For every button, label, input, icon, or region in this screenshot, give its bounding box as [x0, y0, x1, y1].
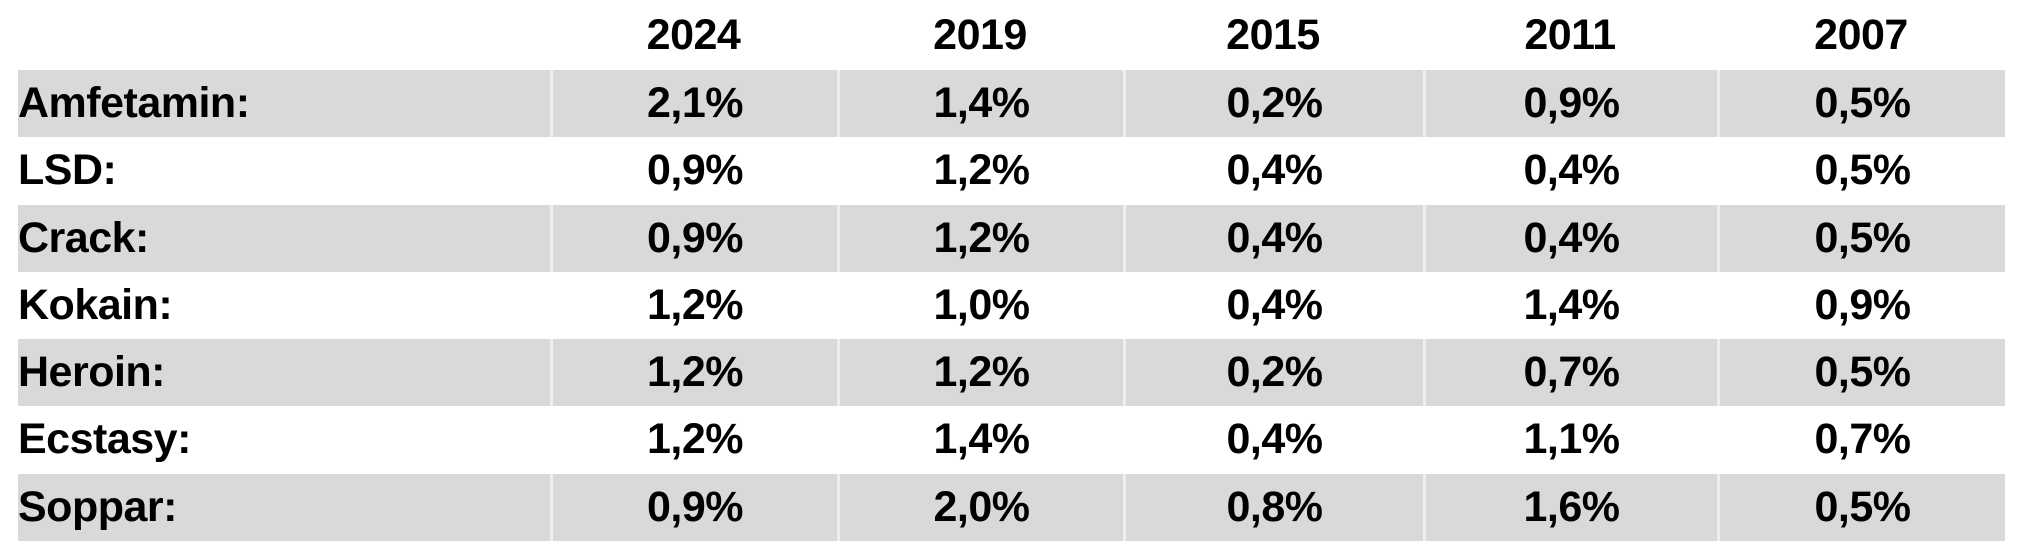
- year-header-2019: 2019: [933, 10, 1027, 59]
- row-label: Crack:: [18, 213, 149, 262]
- row-label: Soppar:: [18, 482, 177, 531]
- value-cell: 0,4%: [1423, 137, 1717, 205]
- year-header-2015: 2015: [1226, 10, 1320, 59]
- value-cell: 0,5%: [1717, 339, 2005, 407]
- value-cell: 0,4%: [1123, 137, 1423, 205]
- table-row-ecstasy: Ecstasy: 1,2% 1,4% 0,4% 1,1% 0,7%: [18, 406, 2005, 474]
- value-cell: 0,9%: [550, 473, 837, 541]
- table-row-amfetamin: Amfetamin: 2,1% 1,4% 0,2% 0,9% 0,5%: [18, 70, 2005, 138]
- value-cell: 2,0%: [837, 473, 1123, 541]
- year-header-2024: 2024: [646, 10, 741, 59]
- row-label: Ecstasy:: [18, 415, 191, 464]
- value-cell: 0,2%: [1123, 339, 1423, 407]
- value-cell: 0,2%: [1123, 70, 1423, 138]
- year-header-row: 2024 2019 2015 2011 2007: [18, 0, 2005, 70]
- row-label: Heroin:: [18, 348, 166, 397]
- value-cell: 1,4%: [837, 406, 1123, 474]
- value-cell: 0,9%: [1423, 70, 1717, 138]
- value-cell: 0,9%: [550, 137, 837, 205]
- table-row-kokain: Kokain: 1,2% 1,0% 0,4% 1,4% 0,9%: [18, 271, 2005, 340]
- value-cell: 1,2%: [837, 137, 1123, 205]
- year-header-2007: 2007: [1814, 10, 1908, 59]
- value-cell: 0,5%: [1717, 473, 2005, 541]
- value-cell: 1,2%: [550, 339, 837, 407]
- value-cell: 0,5%: [1717, 70, 2005, 138]
- value-cell: 0,9%: [550, 204, 837, 272]
- year-header-2011: 2011: [1524, 10, 1616, 59]
- cropped-descender-artifact: [601, 5, 609, 11]
- value-cell: 1,1%: [1423, 406, 1717, 474]
- value-cell: 0,4%: [1423, 204, 1717, 272]
- top-rule: [18, 0, 960, 6]
- value-cell: 1,2%: [837, 339, 1123, 407]
- value-cell: 0,7%: [1423, 339, 1717, 407]
- value-cell: 0,4%: [1123, 204, 1423, 272]
- corner-cell: [18, 0, 550, 70]
- table-row-lsd: LSD: 0,9% 1,2% 0,4% 0,4% 0,5%: [18, 137, 2005, 205]
- value-cell: 0,5%: [1717, 204, 2005, 272]
- value-cell: 1,4%: [837, 70, 1123, 138]
- value-cell: 0,9%: [1717, 271, 2005, 340]
- value-cell: 2,1%: [550, 70, 837, 138]
- table-row-crack: Crack: 0,9% 1,2% 0,4% 0,4% 0,5%: [18, 204, 2005, 272]
- row-label: LSD:: [18, 146, 117, 195]
- drug-prevalence-table: 2024 2019 2015 2011 2007 Amfetamin: 2,1%…: [18, 0, 2005, 541]
- value-cell: 0,4%: [1123, 406, 1423, 474]
- value-cell: 1,2%: [837, 204, 1123, 272]
- value-cell: 1,6%: [1423, 473, 1717, 541]
- value-cell: 1,2%: [550, 271, 837, 340]
- row-label: Kokain:: [18, 280, 173, 329]
- table-row-soppar: Soppar: 0,9% 2,0% 0,8% 1,6% 0,5%: [18, 473, 2005, 541]
- value-cell: 0,4%: [1123, 271, 1423, 340]
- value-cell: 0,8%: [1123, 473, 1423, 541]
- value-cell: 1,4%: [1423, 271, 1717, 340]
- table-row-heroin: Heroin: 1,2% 1,2% 0,2% 0,7% 0,5%: [18, 339, 2005, 407]
- value-cell: 0,7%: [1717, 406, 2005, 474]
- value-cell: 0,5%: [1717, 137, 2005, 205]
- value-cell: 1,2%: [550, 406, 837, 474]
- row-label: Amfetamin:: [18, 79, 250, 128]
- value-cell: 1,0%: [837, 271, 1123, 340]
